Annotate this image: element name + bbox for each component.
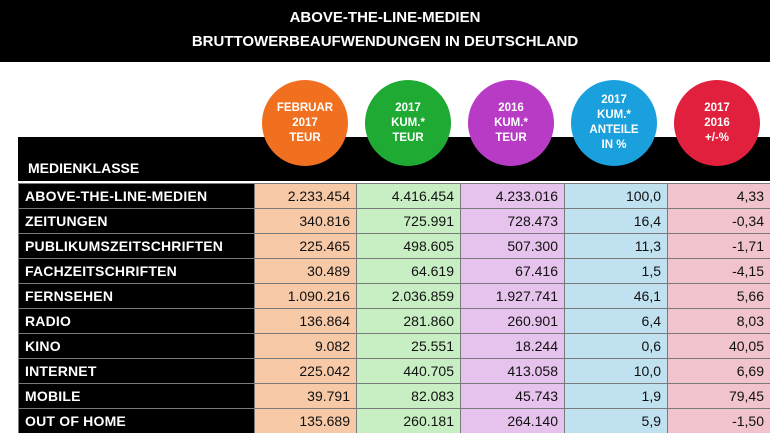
- column-header-line: IN %: [601, 139, 627, 151]
- column-header-line: KUM.*: [391, 116, 425, 129]
- column-header-kum-2017: 2017 KUM.* TEUR: [365, 80, 451, 166]
- table-cell: 39.791: [254, 383, 357, 409]
- table-row: FERNSEHEN 1.090.216 2.036.859 1.927.741 46,1…: [18, 283, 770, 309]
- column-header-line: 2016: [498, 101, 524, 114]
- row-label: MOBILE: [18, 383, 255, 409]
- table-cell: 67.416: [460, 258, 565, 284]
- table-cell: 498.605: [356, 233, 461, 259]
- table-cell: 30.489: [254, 258, 357, 284]
- column-header-kum-2016: 2016 KUM.* TEUR: [468, 80, 554, 166]
- table-cell: 440.705: [356, 358, 461, 384]
- table-cell: 8,03: [667, 308, 770, 334]
- column-header-line: 2017: [601, 94, 627, 106]
- table-cell: 5,66: [667, 283, 770, 309]
- column-header-februar-2017: FEBRUAR 2017 TEUR: [262, 80, 348, 166]
- row-label: ZEITUNGEN: [18, 208, 255, 234]
- data-table: ABOVE-THE-LINE-MEDIEN 2.233.454 4.416.454 4…: [18, 183, 770, 433]
- column-header-line: KUM.*: [597, 109, 631, 121]
- table-cell: 728.473: [460, 208, 565, 234]
- table-cell: 2.036.859: [356, 283, 461, 309]
- column-header-anteile-2017: 2017 KUM.* ANTEILE IN %: [571, 80, 657, 166]
- table-cell: 11,3: [564, 233, 668, 259]
- table-cell: 4.416.454: [356, 183, 461, 209]
- column-header-line: FEBRUAR: [276, 101, 334, 114]
- column-header-line: TEUR: [289, 131, 321, 144]
- table-cell: 340.816: [254, 208, 357, 234]
- table-cell: 10,0: [564, 358, 668, 384]
- table-cell: 6,69: [667, 358, 770, 384]
- table-cell: 46,1: [564, 283, 668, 309]
- table-cell: 64.619: [356, 258, 461, 284]
- row-label: FERNSEHEN: [18, 283, 255, 309]
- table-cell: 260.901: [460, 308, 565, 334]
- table-cell: 6,4: [564, 308, 668, 334]
- table-cell: 725.991: [356, 208, 461, 234]
- column-header-line: 2017: [704, 101, 730, 114]
- column-header-line: KUM.*: [494, 116, 528, 129]
- table-row: FACHZEITSCHRIFTEN 30.489 64.619 67.416 1,5 -4…: [18, 258, 770, 284]
- table-cell: 225.042: [254, 358, 357, 384]
- table-cell: 1.927.741: [460, 283, 565, 309]
- table-cell: -0,34: [667, 208, 770, 234]
- row-header-label: MEDIENKLASSE: [28, 160, 140, 176]
- table-row: ABOVE-THE-LINE-MEDIEN 2.233.454 4.416.454 4…: [18, 183, 770, 209]
- table-cell: 16,4: [564, 208, 668, 234]
- table-cell: 507.300: [460, 233, 565, 259]
- table-cell: 40,05: [667, 333, 770, 359]
- table-cell: 4.233.016: [460, 183, 565, 209]
- table-cell: 82.083: [356, 383, 461, 409]
- table-cell: 0,6: [564, 333, 668, 359]
- table-cell: 264.140: [460, 408, 565, 433]
- table-cell: 1,5: [564, 258, 668, 284]
- chart-title-line2: BRUTTOWERBEAUFWENDUNGEN IN DEUTSCHLAND: [191, 33, 579, 50]
- row-label: RADIO: [18, 308, 255, 334]
- table-cell: 1.090.216: [254, 283, 357, 309]
- row-label: ABOVE-THE-LINE-MEDIEN: [18, 183, 255, 209]
- table-cell: -1,50: [667, 408, 770, 433]
- table-cell: 79,45: [667, 383, 770, 409]
- table-row: RADIO 136.864 281.860 260.901 6,4 8,03: [18, 308, 770, 334]
- row-label: INTERNET: [18, 358, 255, 384]
- table-row: MOBILE 39.791 82.083 45.743 1,9 79,45: [18, 383, 770, 409]
- chart-title-line1: ABOVE-THE-LINE-MEDIEN: [289, 9, 481, 26]
- title-bar: ABOVE-THE-LINE-MEDIEN BRUTTOWERBEAUFWEND…: [0, 0, 770, 62]
- table-cell: 4,33: [667, 183, 770, 209]
- table-cell: 136.864: [254, 308, 357, 334]
- column-header-line: 2016: [704, 116, 730, 129]
- table-row: KINO 9.082 25.551 18.244 0,6 40,05: [18, 333, 770, 359]
- column-header-line: TEUR: [495, 131, 527, 144]
- table-cell: -1,71: [667, 233, 770, 259]
- column-header-change-2017-2016: 2017 2016 +/-%: [674, 80, 760, 166]
- column-header-line: TEUR: [392, 131, 424, 144]
- row-label: OUT OF HOME: [18, 408, 255, 433]
- row-label: PUBLIKUMSZEITSCHRIFTEN: [18, 233, 255, 259]
- table-cell: 18.244: [460, 333, 565, 359]
- table-cell: 45.743: [460, 383, 565, 409]
- table-cell: 100,0: [564, 183, 668, 209]
- table-cell: 9.082: [254, 333, 357, 359]
- table-row: INTERNET 225.042 440.705 413.058 10,0 6,69: [18, 358, 770, 384]
- table-cell: 2.233.454: [254, 183, 357, 209]
- row-label: FACHZEITSCHRIFTEN: [18, 258, 255, 284]
- table-cell: 5,9: [564, 408, 668, 433]
- column-header-line: 2017: [395, 101, 421, 114]
- table-cell: 135.689: [254, 408, 357, 433]
- column-header-line: +/-%: [705, 131, 729, 144]
- table-cell: 225.465: [254, 233, 357, 259]
- row-label: KINO: [18, 333, 255, 359]
- table-cell: 1,9: [564, 383, 668, 409]
- table-row: PUBLIKUMSZEITSCHRIFTEN 225.465 498.605 507.…: [18, 233, 770, 259]
- table-cell: -4,15: [667, 258, 770, 284]
- column-header-line: 2017: [292, 116, 318, 129]
- table-row: ZEITUNGEN 340.816 725.991 728.473 16,4 -0,34: [18, 208, 770, 234]
- table-row: OUT OF HOME 135.689 260.181 264.140 5,9 -1,50: [18, 408, 770, 433]
- table-cell: 281.860: [356, 308, 461, 334]
- table-cell: 260.181: [356, 408, 461, 433]
- table-cell: 25.551: [356, 333, 461, 359]
- table-cell: 413.058: [460, 358, 565, 384]
- column-header-line: ANTEILE: [589, 124, 639, 136]
